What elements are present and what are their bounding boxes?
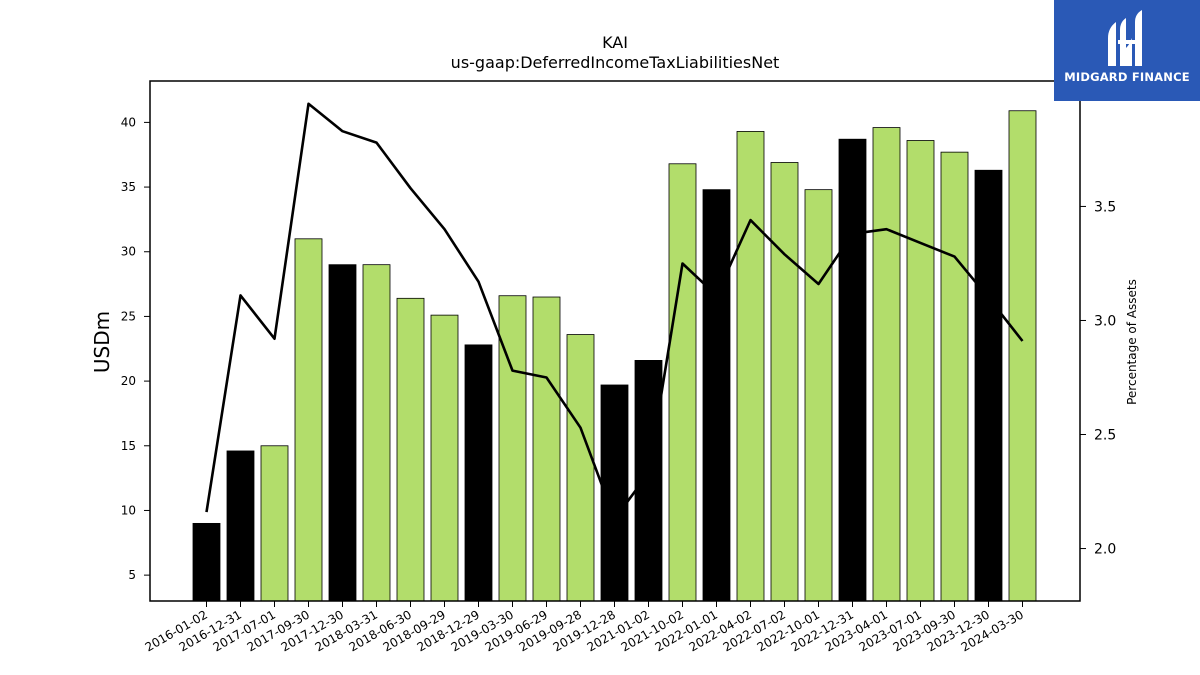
bar bbox=[770, 162, 799, 602]
midgard-logo-icon bbox=[1108, 10, 1142, 66]
bar bbox=[702, 189, 731, 602]
bar bbox=[328, 264, 357, 602]
bar bbox=[566, 334, 595, 602]
bar bbox=[362, 264, 391, 602]
percentage-line bbox=[205, 102, 1024, 521]
y2-axis-label: Percentage of Assets bbox=[1125, 279, 1139, 405]
y-tick-label: 40 bbox=[121, 115, 136, 129]
bar bbox=[192, 522, 221, 602]
chart-title: KAI bbox=[602, 33, 628, 52]
y-tick-label: 30 bbox=[121, 245, 136, 259]
x-axis: 2016-01-022016-12-312017-07-012017-09-30… bbox=[143, 601, 1026, 654]
y2-axis: 2.0 2.5 3.0 3.5 bbox=[1080, 199, 1116, 558]
y2-tick-label: 3.5 bbox=[1094, 199, 1116, 215]
bar bbox=[634, 360, 663, 602]
bar bbox=[430, 314, 459, 602]
bar bbox=[464, 344, 493, 602]
chart-subtitle: us-gaap:DeferredIncomeTaxLiabilitiesNet bbox=[451, 53, 780, 72]
bar bbox=[1008, 110, 1037, 602]
bar bbox=[804, 189, 833, 602]
bar bbox=[736, 131, 765, 602]
y2-tick-label: 2.0 bbox=[1094, 542, 1116, 558]
y-tick-label: 10 bbox=[121, 503, 136, 517]
y-tick-label: 35 bbox=[121, 180, 136, 194]
logo-text: MIDGARD FINANCE bbox=[1064, 70, 1190, 84]
bar bbox=[974, 169, 1003, 602]
y-tick-label: 20 bbox=[121, 374, 136, 388]
bar bbox=[668, 163, 697, 602]
y2-tick-label: 3.0 bbox=[1094, 313, 1116, 329]
y-tick-label: 15 bbox=[121, 439, 136, 453]
bar bbox=[940, 151, 969, 602]
midgard-finance-logo: MIDGARD FINANCE bbox=[1054, 0, 1200, 101]
y-axis: 5 10 15 20 25 30 35 40 bbox=[121, 115, 150, 582]
y-tick-label: 5 bbox=[128, 568, 136, 582]
bar bbox=[906, 140, 935, 602]
y-axis-label: USDm bbox=[90, 311, 114, 373]
bar bbox=[260, 445, 289, 602]
bar bbox=[872, 127, 901, 602]
bar bbox=[294, 238, 323, 602]
bar bbox=[396, 297, 425, 602]
y2-tick-label: 2.5 bbox=[1094, 428, 1116, 444]
bar bbox=[532, 296, 561, 602]
bar bbox=[226, 450, 255, 602]
y-tick-label: 25 bbox=[121, 309, 136, 323]
line-group bbox=[205, 102, 1024, 521]
bar bbox=[498, 295, 527, 602]
bar-group bbox=[192, 110, 1037, 602]
bar bbox=[838, 138, 867, 602]
